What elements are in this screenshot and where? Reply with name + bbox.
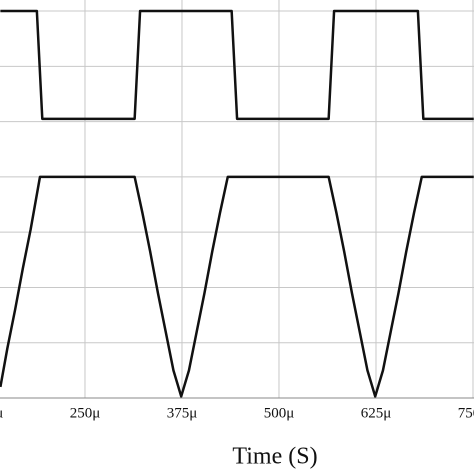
x-tick-label: 625μ (361, 405, 392, 421)
x-tick-label: 250μ (70, 405, 101, 421)
x-tick-label: 750μ (458, 405, 474, 421)
line (0, 175, 474, 398)
x-tick-label: 500μ (264, 405, 295, 421)
x-tick-label: 375μ (167, 405, 198, 421)
x-axis-label: Time (S) (232, 444, 317, 470)
line (0, 9, 474, 121)
x-tick-label: 125μ (0, 405, 3, 421)
